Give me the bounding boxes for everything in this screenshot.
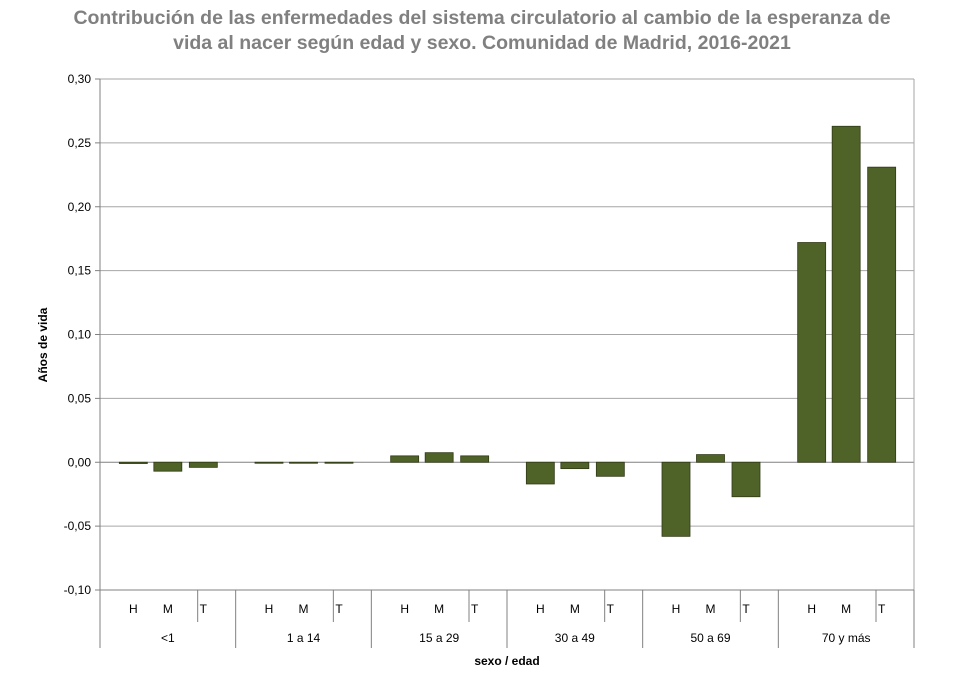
bar-M-3: [560, 461, 590, 470]
x-sex-label: T: [471, 602, 479, 616]
bar-H-4: [661, 461, 691, 537]
chart-title-line-2: vida al nacer según edad y sexo. Comunid…: [173, 32, 791, 54]
bar-T-4: [731, 461, 761, 498]
chart-title: Contribución de las enfermedades del sis…: [0, 6, 964, 56]
x-sex-label: T: [335, 602, 343, 616]
x-age-group-label: 50 a 69: [690, 631, 730, 645]
axes: [99, 79, 915, 648]
bar-H-5: [797, 242, 827, 463]
x-age-group-label: 15 a 29: [419, 631, 459, 645]
x-sex-label: M: [570, 602, 580, 616]
bar-H-2: [390, 455, 420, 463]
x-axis-label: sexo / edad: [474, 654, 539, 668]
x-sex-label: T: [200, 602, 208, 616]
x-age-group-label: <1: [161, 631, 175, 645]
grid-lines: [100, 78, 914, 591]
bar-H-0: [118, 461, 148, 464]
y-tick-label: 0,10: [68, 328, 92, 342]
bar-T-2: [460, 455, 490, 463]
chart-title-line-1: Contribución de las enfermedades del sis…: [73, 7, 891, 29]
y-tick-label: 0,15: [68, 264, 92, 278]
x-sex-label: M: [706, 602, 716, 616]
x-sex-label: T: [742, 602, 750, 616]
x-sex-label: H: [400, 602, 409, 616]
y-tick-label: 0,00: [68, 455, 92, 469]
y-axis-ticks: 0,30 0,25 0,20 0,15 0,10 0,05 0,00 -0,05 -0,10: [64, 72, 100, 597]
bars: [118, 125, 897, 537]
x-sex-label: T: [878, 602, 886, 616]
bar-M-1: [289, 461, 318, 464]
y-tick-label: 0,20: [68, 200, 92, 214]
y-tick-label: -0,10: [64, 583, 92, 597]
x-sex-label: H: [536, 602, 545, 616]
x-sex-label: H: [672, 602, 681, 616]
x-sex-label: M: [299, 602, 309, 616]
x-sex-label: M: [841, 602, 851, 616]
x-sex-label: H: [129, 602, 138, 616]
bar-M-5: [831, 125, 861, 463]
bar-M-2: [424, 452, 454, 463]
bar-H-1: [254, 461, 284, 464]
x-age-group-label: 1 a 14: [287, 631, 321, 645]
y-tick-label: -0,05: [64, 519, 92, 533]
y-tick-label: 0,30: [68, 72, 92, 86]
y-tick-label: 0,25: [68, 136, 92, 150]
x-sex-label: M: [434, 602, 444, 616]
bar-M-0: [153, 461, 183, 472]
bar-T-3: [595, 461, 625, 477]
x-axis-categories: H M T <1 H M T 1 a 14 H M T 15 a 29 H M T 30 a 49 H M T 50 …: [129, 602, 886, 645]
bar-T-1: [324, 461, 354, 464]
bar-T-5: [867, 166, 897, 463]
x-sex-label: T: [607, 602, 615, 616]
bar-H-3: [525, 461, 555, 485]
x-sex-label: M: [163, 602, 173, 616]
bar-T-0: [188, 461, 218, 468]
bar-M-4: [696, 454, 725, 463]
y-axis-label: Años de vida: [36, 307, 50, 382]
y-tick-label: 0,05: [68, 391, 92, 405]
x-age-group-label: 70 y más: [822, 631, 871, 645]
x-sex-label: H: [265, 602, 274, 616]
x-age-group-label: 30 a 49: [555, 631, 595, 645]
x-sex-label: H: [807, 602, 816, 616]
